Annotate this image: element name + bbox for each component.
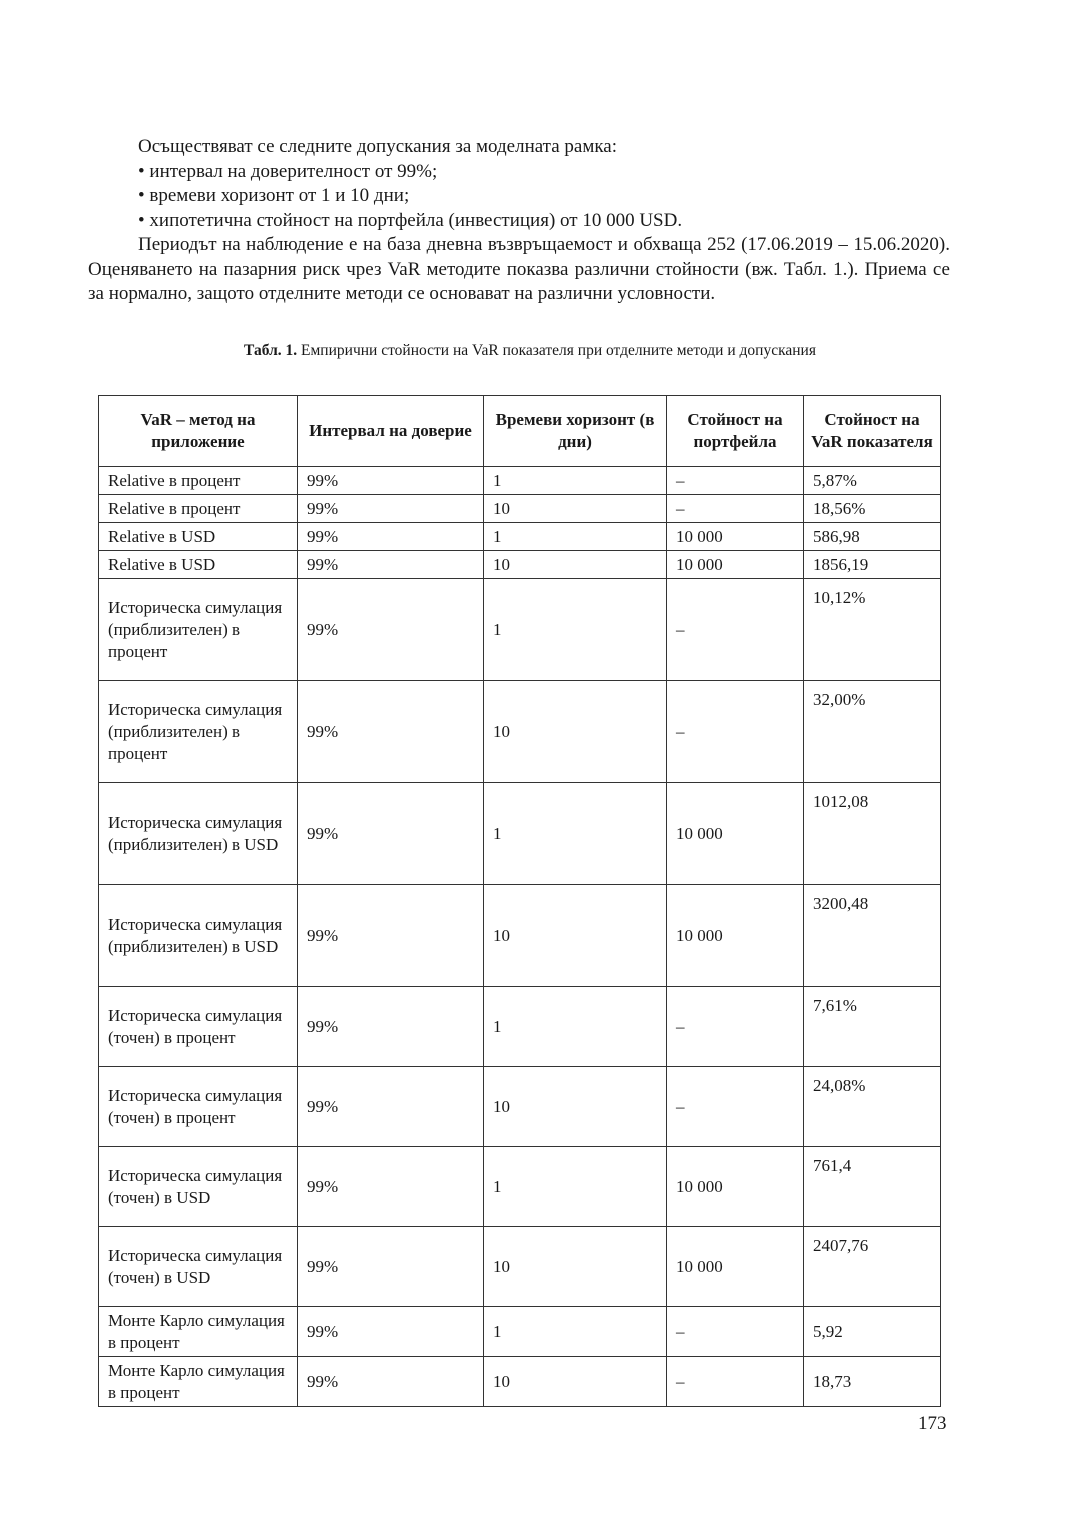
cell-var: 18,73 <box>803 1356 941 1407</box>
table-row: Relative в USD 99% 1 10 000 586,98 <box>98 522 941 551</box>
cell-method: Монте Карло симулация в процент <box>98 1356 298 1407</box>
cell-portfolio: 10 000 <box>666 550 804 579</box>
cell-horizon: 10 <box>483 550 667 579</box>
var-table: VaR – метод на приложение Интервал на до… <box>98 395 941 1407</box>
cell-portfolio: – <box>666 494 804 523</box>
cell-interval: 99% <box>297 1356 484 1407</box>
cell-var: 5,92 <box>803 1306 941 1357</box>
table-row: Историческа симулация (точен) в процент 9… <box>98 986 941 1067</box>
cell-horizon: 10 <box>483 1066 667 1147</box>
cell-method: Историческа симулация (приблизителен) в … <box>98 578 298 681</box>
table-row: Relative в процент 99% 1–5,87% <box>98 466 941 495</box>
cell-portfolio: 10 000 <box>666 522 804 551</box>
cell-var: 5,87% <box>803 466 941 495</box>
bullet-item: • интервал на доверителност от 99%; <box>138 160 438 182</box>
cell-portfolio: – <box>666 680 804 783</box>
table-row: Историческа симулация (приблизителен) в … <box>98 884 941 987</box>
cell-interval: 99% <box>297 578 484 681</box>
cell-horizon: 1 <box>483 986 667 1067</box>
intro-lead: Осъществяват се следните допускания за м… <box>138 136 618 157</box>
table-row: Историческа симулация (приблизителен) в … <box>98 782 941 885</box>
header-interval: Интервал на доверие <box>297 395 484 467</box>
table-row: Relative в USD 99% 10 10 000 1856,19 <box>98 550 941 579</box>
cell-method: Историческа симулация (приблизителен) в … <box>98 782 298 885</box>
cell-portfolio: – <box>666 466 804 495</box>
cell-var: 7,61% <box>803 986 941 1067</box>
cell-horizon: 10 <box>483 1226 667 1307</box>
table-header-row: VaR – метод на приложение Интервал на до… <box>98 395 941 467</box>
body-text: Осъществяват се следните допускания за м… <box>88 135 950 307</box>
cell-interval: 99% <box>297 550 484 579</box>
cell-var: 586,98 <box>803 522 941 551</box>
cell-interval: 99% <box>297 884 484 987</box>
table-row: Историческа симулация (точен) в USD 99% 10… <box>98 1226 941 1307</box>
cell-horizon: 10 <box>483 680 667 783</box>
cell-method: Историческа симулация (точен) в процент <box>98 1066 298 1147</box>
cell-var: 18,56% <box>803 494 941 523</box>
cell-method: Историческа симулация (точен) в USD <box>98 1226 298 1307</box>
cell-horizon: 1 <box>483 578 667 681</box>
cell-var: 3200,48 <box>803 884 941 987</box>
table-row: Историческа симулация (точен) в процент 9… <box>98 1066 941 1147</box>
cell-portfolio: – <box>666 1306 804 1357</box>
cell-interval: 99% <box>297 1066 484 1147</box>
cell-method: Историческа симулация (точен) в процент <box>98 986 298 1067</box>
cell-horizon: 1 <box>483 1146 667 1227</box>
cell-portfolio: 10 000 <box>666 1226 804 1307</box>
table-row: Монте Карло симулация в процент 99% 10–18,… <box>98 1356 941 1407</box>
cell-portfolio: – <box>666 1356 804 1407</box>
cell-method: Монте Карло симулация в процент <box>98 1306 298 1357</box>
header-horizon: Времеви хоризонт (в дни) <box>483 395 667 467</box>
cell-portfolio: – <box>666 986 804 1067</box>
cell-method: Relative в USD <box>98 522 298 551</box>
table-row: Историческа симулация (точен) в USD 99% 1 1… <box>98 1146 941 1227</box>
cell-var: 24,08% <box>803 1066 941 1147</box>
header-portfolio: Стойност на портфейла <box>666 395 804 467</box>
cell-portfolio: – <box>666 578 804 681</box>
table-caption: Табл. 1. Емпирични стойности на VaR пока… <box>244 342 816 359</box>
cell-method: Relative в процент <box>98 494 298 523</box>
cell-interval: 99% <box>297 1146 484 1227</box>
cell-var: 32,00% <box>803 680 941 783</box>
cell-horizon: 1 <box>483 782 667 885</box>
header-var: Стойност на VaR показателя <box>803 395 941 467</box>
cell-var: 761,4 <box>803 1146 941 1227</box>
cell-interval: 99% <box>297 494 484 523</box>
table-row: Историческа симулация (приблизителен) в … <box>98 578 941 681</box>
page-number: 173 <box>918 1413 947 1434</box>
cell-method: Relative в процент <box>98 466 298 495</box>
cell-interval: 99% <box>297 1226 484 1307</box>
cell-interval: 99% <box>297 680 484 783</box>
cell-horizon: 10 <box>483 494 667 523</box>
cell-interval: 99% <box>297 782 484 885</box>
cell-horizon: 10 <box>483 884 667 987</box>
cell-interval: 99% <box>297 466 484 495</box>
cell-method: Историческа симулация (точен) в USD <box>98 1146 298 1227</box>
cell-method: Историческа симулация (приблизителен) в … <box>98 884 298 987</box>
cell-horizon: 1 <box>483 466 667 495</box>
cell-interval: 99% <box>297 986 484 1067</box>
table-row: Историческа симулация (приблизителен) в … <box>98 680 941 783</box>
paragraph: Периодът на наблюдение е на база дневна … <box>88 234 950 304</box>
cell-var: 1856,19 <box>803 550 941 579</box>
cell-method: Relative в USD <box>98 550 298 579</box>
cell-interval: 99% <box>297 1306 484 1357</box>
table-row: Relative в процент 99% 10–18,56% <box>98 494 941 523</box>
cell-method: Историческа симулация (приблизителен) в … <box>98 680 298 783</box>
cell-var: 2407,76 <box>803 1226 941 1307</box>
cell-portfolio: – <box>666 1066 804 1147</box>
bullet-item: • хипотетична стойност на портфейла (инв… <box>138 209 683 231</box>
bullet-item: • времеви хоризонт от 1 и 10 дни; <box>138 185 410 206</box>
cell-var: 10,12% <box>803 578 941 681</box>
cell-horizon: 1 <box>483 522 667 551</box>
cell-interval: 99% <box>297 522 484 551</box>
header-method: VaR – метод на приложение <box>98 395 298 467</box>
cell-portfolio: 10 000 <box>666 1146 804 1227</box>
table-row: Монте Карло симулация в процент 99% 1–5,92 <box>98 1306 941 1357</box>
cell-horizon: 10 <box>483 1356 667 1407</box>
cell-portfolio: 10 000 <box>666 884 804 987</box>
cell-horizon: 1 <box>483 1306 667 1357</box>
cell-portfolio: 10 000 <box>666 782 804 885</box>
cell-var: 1012,08 <box>803 782 941 885</box>
